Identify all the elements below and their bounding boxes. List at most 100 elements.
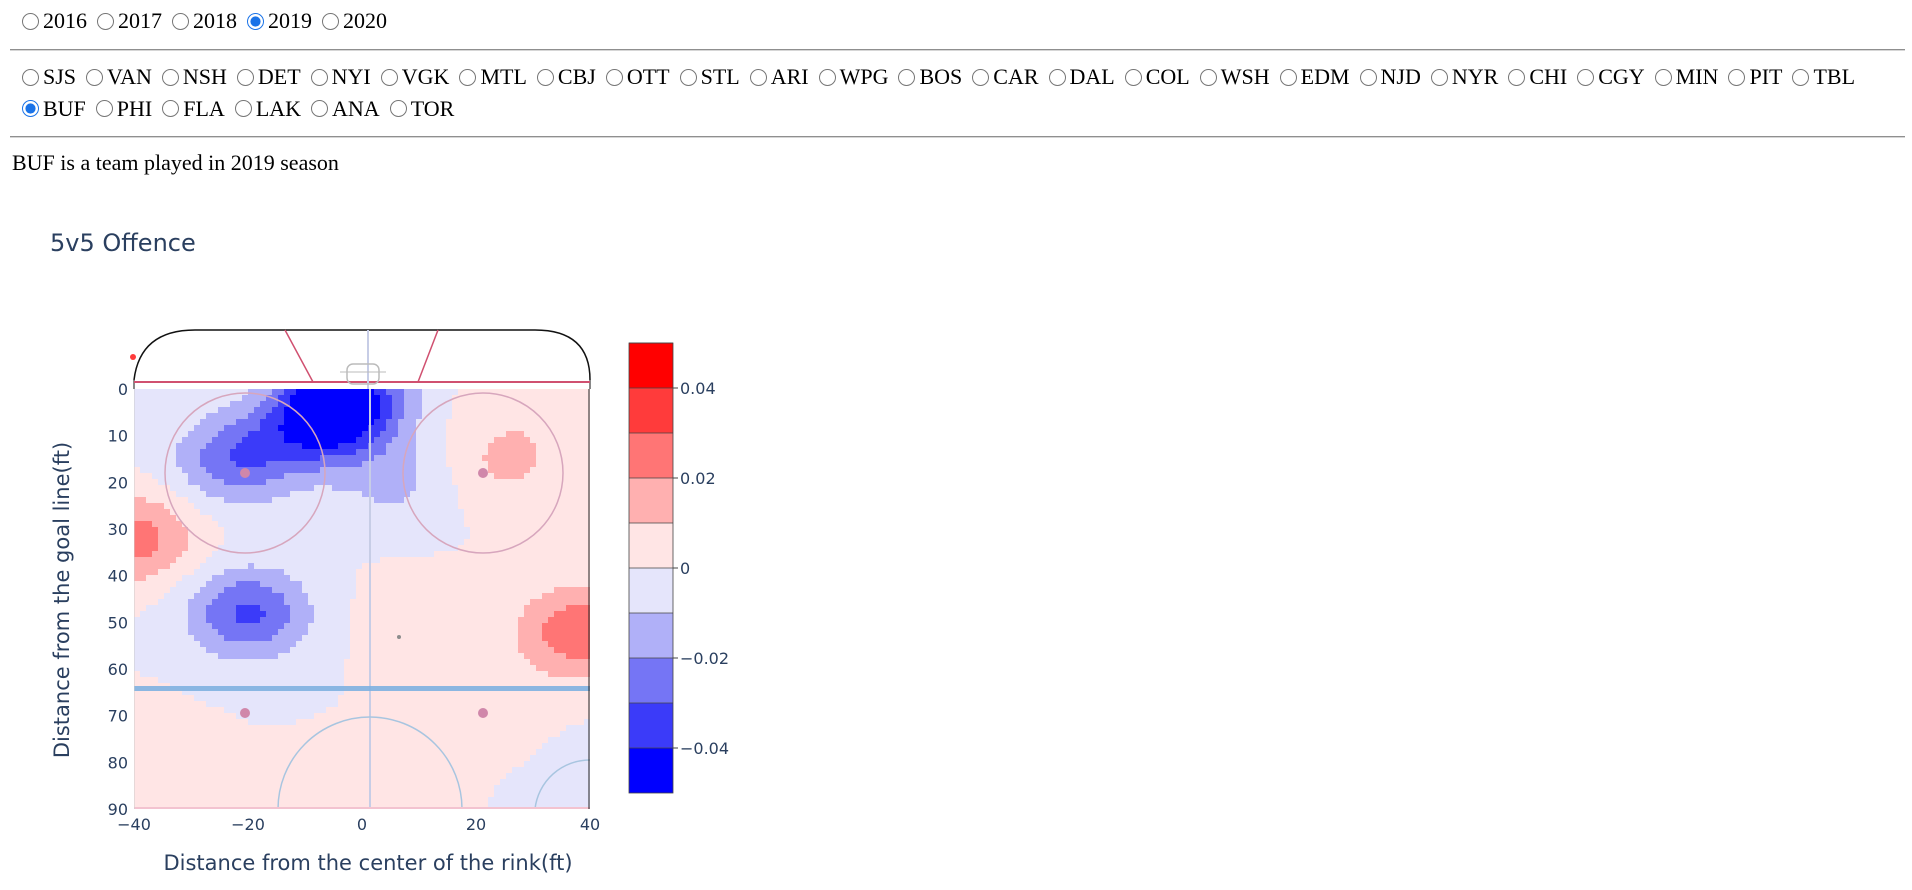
contour-cell: [176, 491, 183, 498]
contour-cell: [260, 593, 267, 600]
team-option-mtl[interactable]: MTL: [455, 62, 527, 92]
team-radio-bos[interactable]: [898, 68, 916, 86]
team-option-lak[interactable]: LAK: [231, 94, 301, 124]
team-option-ott[interactable]: OTT: [602, 62, 670, 92]
team-radio-lak[interactable]: [234, 100, 252, 117]
team-radio-nyr[interactable]: [1430, 68, 1448, 86]
team-option-det[interactable]: DET: [233, 62, 301, 92]
team-option-sjs[interactable]: SJS: [18, 62, 76, 92]
team-option-bos[interactable]: BOS: [894, 62, 962, 92]
team-radio-wpg[interactable]: [818, 68, 836, 86]
team-option-cgy[interactable]: CGY: [1573, 62, 1645, 92]
team-radio-ana[interactable]: [311, 100, 329, 117]
team-option-stl[interactable]: STL: [676, 62, 740, 92]
team-option-car[interactable]: CAR: [968, 62, 1039, 92]
contour-cell: [332, 635, 339, 642]
team-radio-vgk[interactable]: [380, 68, 398, 86]
contour-cell: [296, 503, 303, 510]
team-radio-dal[interactable]: [1048, 68, 1066, 86]
team-radio-edm[interactable]: [1279, 68, 1297, 86]
team-option-tor[interactable]: TOR: [386, 94, 454, 124]
contour-cell: [206, 671, 213, 678]
team-option-phi[interactable]: PHI: [92, 94, 152, 124]
team-radio-col[interactable]: [1124, 68, 1142, 86]
team-radio-pit[interactable]: [1728, 68, 1746, 86]
team-option-pit[interactable]: PIT: [1724, 62, 1782, 92]
team-radio-det[interactable]: [236, 68, 254, 86]
team-option-njd[interactable]: NJD: [1356, 62, 1421, 92]
contour-cell: [314, 599, 321, 606]
team-radio-cgy[interactable]: [1577, 68, 1595, 86]
contour-cell: [296, 467, 303, 474]
year-radio-2020[interactable]: [322, 12, 339, 30]
team-radio-wsh[interactable]: [1199, 68, 1217, 86]
contour-cell: [272, 563, 279, 570]
year-radio-2018[interactable]: [172, 12, 189, 30]
team-option-nyi[interactable]: NYI: [307, 62, 371, 92]
team-option-min[interactable]: MIN: [1651, 62, 1718, 92]
contour-cell: [164, 563, 171, 570]
team-radio-fla[interactable]: [162, 100, 180, 117]
team-radio-tor[interactable]: [389, 100, 407, 117]
year-option-2020[interactable]: 2020: [318, 6, 387, 36]
year-radio-2016[interactable]: [22, 12, 39, 30]
contour-cell: [542, 569, 549, 576]
contour-cell: [176, 653, 183, 660]
contour-cell: [212, 419, 219, 426]
contour-cell: [446, 671, 453, 678]
contour-cell: [380, 503, 387, 510]
team-radio-ari[interactable]: [749, 68, 767, 86]
contour-cell: [248, 713, 255, 720]
team-radio-stl[interactable]: [679, 68, 697, 86]
team-label-njd: NJD: [1380, 64, 1421, 89]
contour-cell: [512, 659, 519, 666]
team-option-wpg[interactable]: WPG: [815, 62, 888, 92]
team-option-tbl[interactable]: TBL: [1788, 62, 1855, 92]
contour-cell: [266, 443, 273, 450]
team-option-col[interactable]: COL: [1121, 62, 1190, 92]
year-option-2018[interactable]: 2018: [168, 6, 237, 36]
team-radio-chi[interactable]: [1508, 68, 1526, 86]
team-option-nyr[interactable]: NYR: [1427, 62, 1498, 92]
team-option-dal[interactable]: DAL: [1045, 62, 1115, 92]
team-radio-buf[interactable]: [22, 100, 39, 117]
team-option-chi[interactable]: CHI: [1504, 62, 1567, 92]
team-radio-nyi[interactable]: [310, 68, 328, 86]
team-option-van[interactable]: VAN: [82, 62, 152, 92]
contour-cell: [530, 563, 537, 570]
contour-cell: [350, 425, 357, 432]
contour-cell: [194, 755, 201, 762]
team-radio-car[interactable]: [972, 68, 990, 86]
year-option-2019[interactable]: 2019: [243, 6, 312, 36]
contour-cell: [398, 527, 405, 534]
team-option-nsh[interactable]: NSH: [158, 62, 227, 92]
team-radio-mtl[interactable]: [459, 68, 477, 86]
team-radio-phi[interactable]: [95, 100, 113, 117]
team-radio-van[interactable]: [86, 68, 104, 86]
team-option-cbj[interactable]: CBJ: [533, 62, 596, 92]
team-radio-tbl[interactable]: [1792, 68, 1810, 86]
team-radio-sjs[interactable]: [22, 68, 39, 86]
team-radio-njd[interactable]: [1359, 68, 1377, 86]
team-option-fla[interactable]: FLA: [158, 94, 225, 124]
team-option-ana[interactable]: ANA: [307, 94, 380, 124]
team-radio-ott[interactable]: [605, 68, 623, 86]
year-option-2017[interactable]: 2017: [93, 6, 162, 36]
year-option-2016[interactable]: 2016: [18, 6, 87, 36]
contour-cell: [278, 599, 285, 606]
year-radio-2017[interactable]: [97, 12, 114, 30]
contour-cell: [326, 599, 333, 606]
team-option-wsh[interactable]: WSH: [1196, 62, 1270, 92]
contour-cell: [416, 611, 423, 618]
team-option-edm[interactable]: EDM: [1276, 62, 1350, 92]
contour-cell: [212, 671, 219, 678]
contour-cell: [410, 407, 417, 414]
team-option-buf[interactable]: BUF: [18, 94, 86, 124]
contour-cell: [512, 509, 519, 516]
team-radio-nsh[interactable]: [161, 68, 179, 86]
year-radio-2019[interactable]: [247, 12, 264, 30]
team-option-ari[interactable]: ARI: [746, 62, 809, 92]
team-radio-cbj[interactable]: [536, 68, 554, 86]
team-option-vgk[interactable]: VGK: [377, 62, 449, 92]
team-radio-min[interactable]: [1654, 68, 1672, 86]
